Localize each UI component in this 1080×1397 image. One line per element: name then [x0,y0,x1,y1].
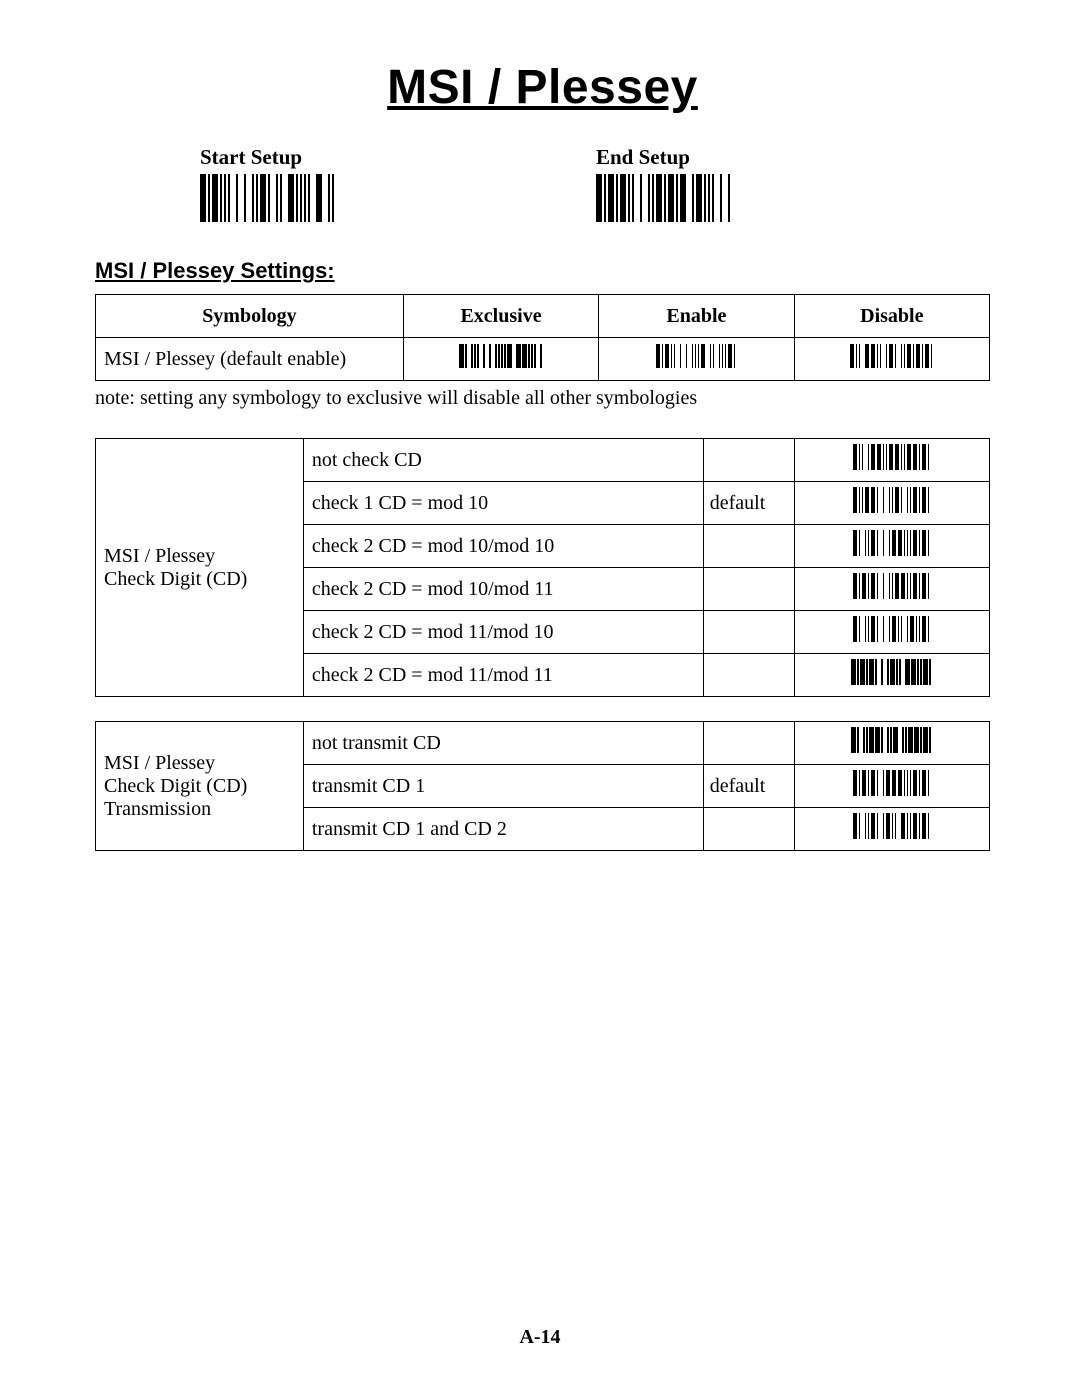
option-cell: check 2 CD = mod 11/mod 11 [303,654,703,697]
option-barcode [853,487,931,513]
option-cell: check 2 CD = mod 11/mod 10 [303,611,703,654]
option-barcode-cell [794,525,989,568]
option-barcode-cell [794,611,989,654]
option-barcode [851,659,932,685]
check-digit-table: MSI / Plessey Check Digit (CD)not check … [95,438,990,697]
section-heading: MSI / Plessey Settings: [95,258,990,284]
option-barcode [853,573,931,599]
exclusive-barcode [459,344,543,368]
table-header-row: Symbology Exclusive Enable Disable [96,295,990,338]
option-barcode [853,813,931,839]
start-setup: Start Setup [200,145,336,222]
col-enable: Enable [599,295,794,338]
table-row: MSI / Plessey Check Digit (CD) Transmiss… [96,722,990,765]
option-cell: not transmit CD [303,722,703,765]
option-barcode-cell [794,568,989,611]
option-barcode-cell [794,808,989,851]
cd-transmission-table: MSI / Plessey Check Digit (CD) Transmiss… [95,721,990,851]
default-cell: default [703,482,794,525]
option-cell: transmit CD 1 and CD 2 [303,808,703,851]
option-barcode [851,727,932,753]
end-setup: End Setup [596,145,732,222]
option-barcode-cell [794,439,989,482]
default-cell [703,722,794,765]
enable-barcode-cell [599,338,794,381]
col-symbology: Symbology [96,295,404,338]
default-cell [703,611,794,654]
col-exclusive: Exclusive [403,295,598,338]
start-setup-barcode [200,174,336,222]
disable-barcode-cell [794,338,989,381]
option-cell: check 1 CD = mod 10 [303,482,703,525]
symbology-cell: MSI / Plessey (default enable) [96,338,404,381]
option-barcode-cell [794,654,989,697]
table-row: MSI / Plessey Check Digit (CD)not check … [96,439,990,482]
end-setup-barcode [596,174,732,222]
option-cell: check 2 CD = mod 10/mod 11 [303,568,703,611]
default-cell [703,654,794,697]
default-cell: default [703,765,794,808]
option-cell: check 2 CD = mod 10/mod 10 [303,525,703,568]
option-barcode [853,616,931,642]
option-barcode [853,530,931,556]
group-label: MSI / Plessey Check Digit (CD) [96,439,304,697]
exclusive-barcode-cell [403,338,598,381]
group-label: MSI / Plessey Check Digit (CD) Transmiss… [96,722,304,851]
option-barcode-cell [794,482,989,525]
page-footer: A-14 [0,1326,1080,1349]
col-disable: Disable [794,295,989,338]
table-row: MSI / Plessey (default enable) [96,338,990,381]
symbology-table: Symbology Exclusive Enable Disable MSI /… [95,294,990,381]
note-text: note: setting any symbology to exclusive… [95,387,990,410]
start-setup-label: Start Setup [200,145,302,170]
default-cell [703,568,794,611]
default-cell [703,525,794,568]
page-title: MSI / Plessey [95,60,990,115]
end-setup-label: End Setup [596,145,690,170]
option-cell: transmit CD 1 [303,765,703,808]
disable-barcode [850,344,934,368]
default-cell [703,808,794,851]
option-barcode [853,444,931,470]
option-barcode [853,770,931,796]
option-barcode-cell [794,765,989,808]
option-cell: not check CD [303,439,703,482]
option-barcode-cell [794,722,989,765]
enable-barcode [656,344,737,368]
default-cell [703,439,794,482]
setup-barcodes: Start Setup End Setup [200,145,990,222]
